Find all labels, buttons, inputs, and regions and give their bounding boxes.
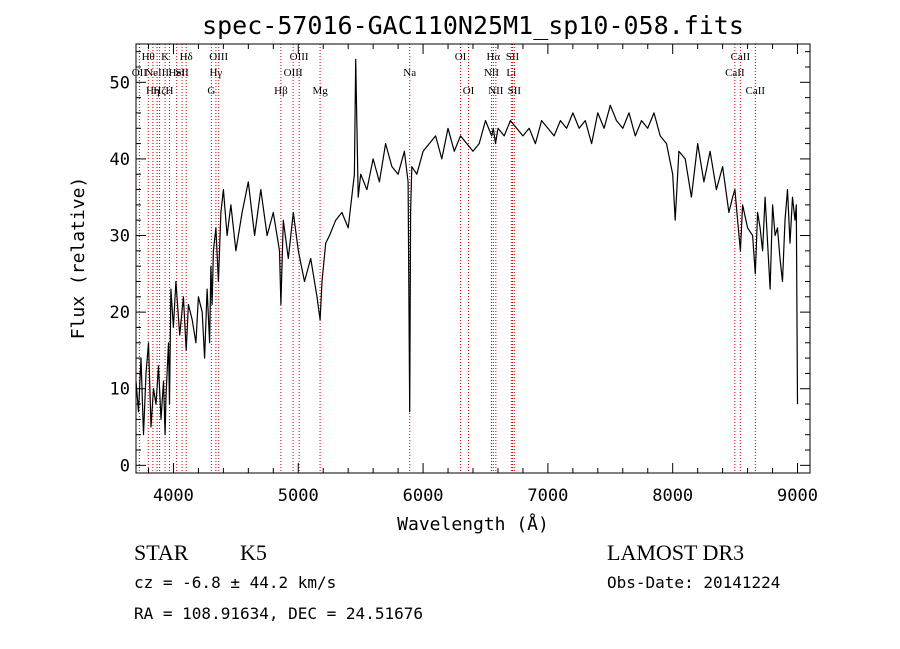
- chart-title: spec-57016-GAC110N25M1_sp10-058.fits: [202, 11, 744, 40]
- spectral-line-label: Na: [403, 67, 416, 79]
- redshift-cz: cz = -6.8 ± 44.2 km/s: [134, 573, 337, 592]
- spectral-line-label: OIII: [290, 51, 309, 63]
- y-tick-label: 30: [110, 227, 130, 247]
- survey-name: LAMOST DR3: [607, 540, 745, 565]
- spectral-line-label: Hα: [486, 51, 500, 63]
- x-tick-label: 7000: [527, 486, 568, 506]
- spectral-line-label: NII: [488, 85, 504, 97]
- spectral-line-label: Li: [506, 67, 516, 79]
- spectral-line-label: H: [165, 85, 173, 97]
- y-tick-label: 40: [110, 150, 130, 170]
- spectral-line-label: SII: [175, 67, 189, 79]
- spectral-line-label: Mg: [312, 85, 328, 97]
- y-axis-label: Flux (relative): [68, 177, 89, 340]
- line-markers: OIIHθHηNeIIIHζKHHeISIIHδGHγOIIIHβOIIIOII…: [132, 44, 766, 473]
- x-axis-label: Wavelength (Å): [397, 513, 549, 535]
- x-tick-label: 8000: [652, 486, 693, 506]
- plot-frame: [135, 43, 811, 474]
- obs-date: Obs-Date: 20141224: [607, 573, 781, 592]
- spectrum-line: [135, 58, 799, 436]
- object-subclass: K5: [240, 540, 267, 565]
- spectral-line-label: NeIII: [145, 67, 169, 79]
- x-tick-label: 6000: [403, 486, 444, 506]
- spectral-line-label: Hθ: [142, 51, 155, 63]
- spectral-line-label: CaII: [731, 51, 751, 63]
- spectral-line-label: Hδ: [180, 51, 193, 63]
- spectral-line-label: SII: [508, 85, 522, 97]
- x-tick-label: 5000: [278, 486, 319, 506]
- spectral-line-label: Hβ: [274, 85, 288, 97]
- spectral-line-label: CaII: [746, 85, 766, 97]
- spectral-line-label: OI: [463, 85, 475, 97]
- spectral-line-label: G: [207, 85, 215, 97]
- spectral-line-label: OI: [455, 51, 467, 63]
- spectral-line-label: Hγ: [209, 67, 222, 79]
- y-tick-label: 20: [110, 303, 130, 323]
- spectral-line-label: NII: [484, 67, 500, 79]
- x-tick-label: 9000: [777, 486, 818, 506]
- y-tick-label: 10: [110, 380, 130, 400]
- object-type: STAR: [134, 540, 189, 565]
- spectral-line-label: OIII: [284, 67, 303, 79]
- spectral-line-label: OIII: [209, 51, 228, 63]
- x-tick-label: 4000: [153, 486, 194, 506]
- y-tick-label: 0: [120, 456, 130, 476]
- spectral-line-label: K: [161, 51, 169, 63]
- spectral-line-label: Hζ: [153, 85, 166, 97]
- spectral-line-label: Hη: [146, 85, 160, 97]
- y-axis: 0 10 20 30 40 50: [110, 51, 810, 476]
- spectral-line-label: SII: [506, 51, 520, 63]
- spectral-line-label: CaII: [725, 67, 745, 79]
- spectral-line-label: HeI: [168, 67, 185, 79]
- coordinates: RA = 108.91634, DEC = 24.51676: [134, 604, 423, 623]
- x-axis: 4000 5000 6000 7000 8000 9000: [147, 44, 818, 506]
- y-tick-label: 50: [110, 73, 130, 93]
